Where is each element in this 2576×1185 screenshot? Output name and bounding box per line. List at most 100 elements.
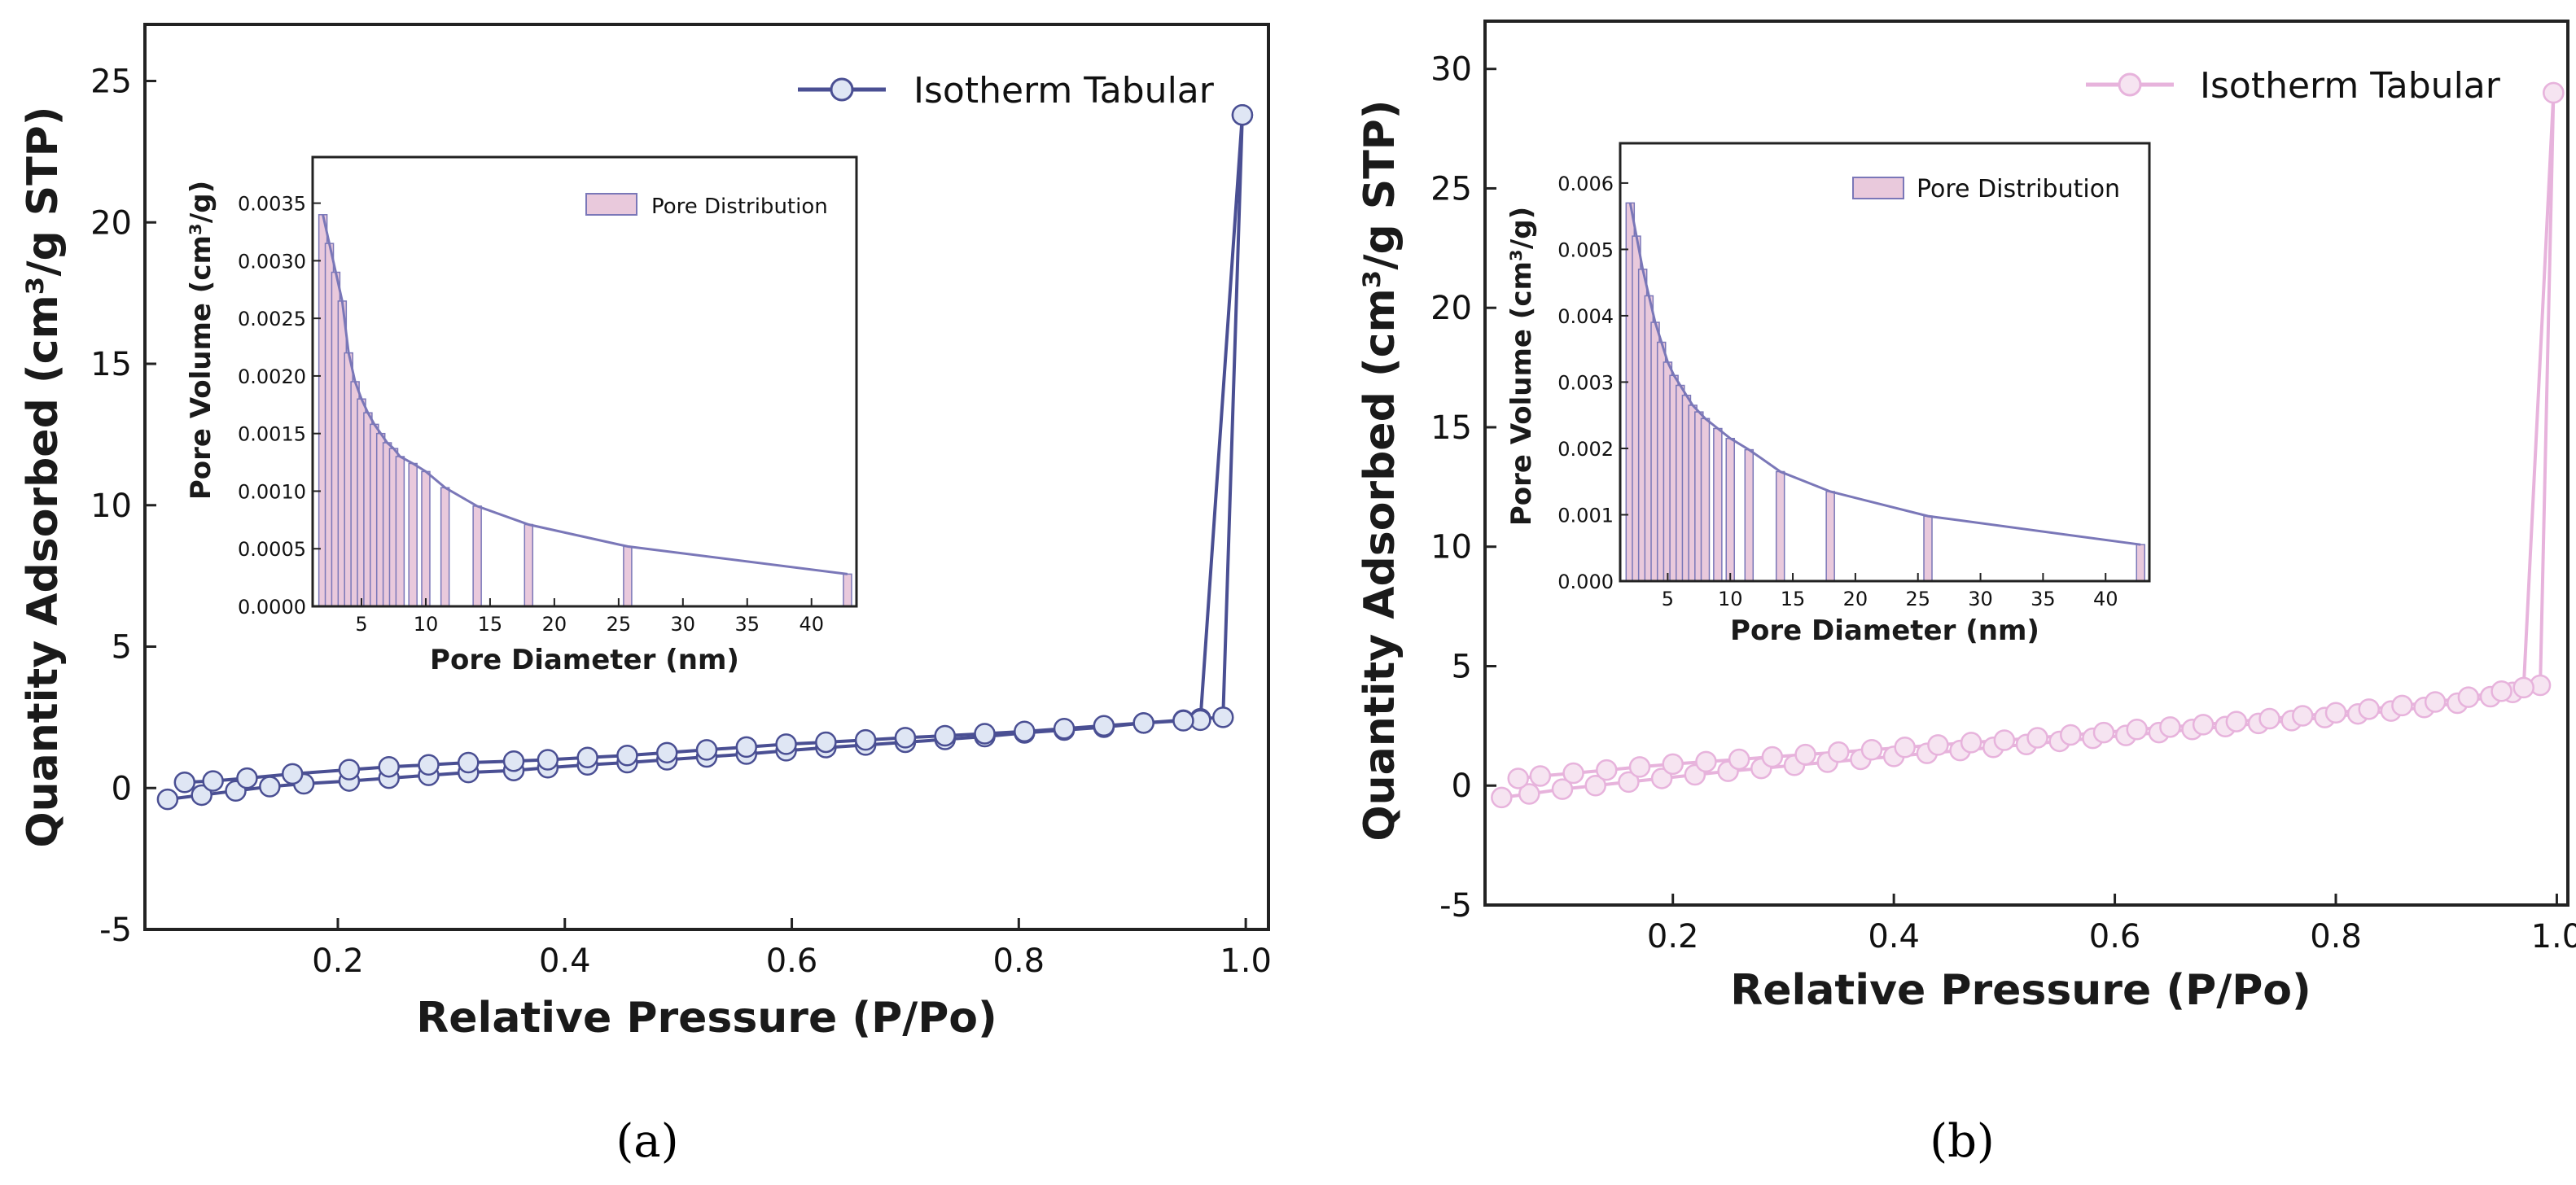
panel-b-y-ticks: -5 0 5 10 15 20 25 30 — [1430, 51, 1496, 925]
panel-a-desorption-point — [502, 750, 525, 772]
panel-a-inset: 0.0000 0.0005 0.0010 0.0015 0.0020 0.0025 0.00… — [185, 155, 858, 676]
panel-b-inset-x-tick-label: 15 — [1781, 588, 1806, 610]
panel-a-y-axis-title: Quantity Adsorbed (cm³/g STP) — [19, 106, 68, 847]
panel-a-inset-y-tick-label: 0.0000 — [238, 596, 306, 619]
panel-b-inset: 0.000 0.001 0.002 0.003 0.004 0.005 0.006 5 10 1… — [1505, 142, 2151, 647]
panel-a-inset-envelope-line — [322, 214, 848, 575]
panel-b-inset-bar — [1725, 437, 1735, 582]
panel-b-plot-frame — [1483, 20, 2569, 907]
panel-a-inset-bar — [524, 523, 534, 607]
panel-a-desorption-point — [815, 731, 837, 754]
panel-b-desorption-point — [1695, 750, 1717, 773]
panel-a-desorption-point — [236, 767, 258, 789]
panel-a-y-tick-label: 20 — [90, 204, 132, 242]
panel-a-desorption-point — [1231, 103, 1254, 126]
panel-a-inset-x-tick-label: 5 — [355, 613, 367, 636]
panel-b-inset-y-tick-label: 0.004 — [1557, 305, 1614, 328]
panel-b-adsorption-point — [1584, 774, 1606, 797]
panel-a-x-tick-label: 0.2 — [312, 942, 364, 980]
panel-a-legend-label: Isotherm Tabular — [913, 70, 1215, 112]
panel-b-inset-bar — [1713, 427, 1723, 582]
panel-a-desorption-point — [281, 763, 304, 785]
panel-b-desorption-point — [1960, 732, 1982, 754]
panel-a-desorption-point — [338, 759, 361, 781]
panel-b-legend: Isotherm Tabular — [2086, 65, 2501, 107]
panel-a-inset-bar — [421, 470, 431, 607]
panel-b-y-tick-label: 30 — [1430, 51, 1472, 89]
panel-b-desorption-point — [1662, 753, 1684, 776]
panel-a-inset-y-tick-label: 0.0035 — [238, 193, 306, 216]
panel-b-y-tick-label: 25 — [1430, 170, 1472, 208]
panel-b-inset-x-tick-label: 40 — [2093, 588, 2118, 610]
panel-b-inset-x-tick-label: 35 — [2031, 588, 2056, 610]
panel-b-inset-x-tick-label: 10 — [1718, 588, 1743, 610]
panel-a-x-tick-label: 0.6 — [766, 942, 818, 980]
panel-b-desorption-point — [1728, 748, 1750, 771]
panel-b-adsorption-point — [1518, 783, 1540, 805]
panel-a-inset-y-ticks: 0.0000 0.0005 0.0010 0.0015 0.0020 0.0025 0.00… — [238, 193, 321, 619]
panel-b-desorption-point — [1894, 737, 1916, 759]
panel-b-desorption-point — [2292, 705, 2314, 727]
panel-b-desorption-point — [1507, 767, 1529, 789]
panel-b-desorption-point — [2358, 698, 2380, 720]
panel-b-inset-y-tick-label: 0.006 — [1557, 173, 1614, 195]
panel-a-y-tick-label: 0 — [112, 770, 132, 807]
panel-a-inset-x-tick-label: 10 — [414, 613, 439, 636]
panel-b-x-tick-label: 0.6 — [2089, 918, 2141, 955]
panel-b-desorption-point — [2543, 81, 2565, 104]
panel-a-desorption-point — [1093, 715, 1115, 737]
panel-b-inset-x-ticks: 5 10 15 20 25 30 35 40 — [1662, 573, 2118, 610]
panel-b-desorption-point — [2491, 680, 2512, 702]
panel-b-desorption-point — [1828, 741, 1850, 763]
panel-a: -5 0 5 10 15 20 25 0.2 0.4 0.6 0.8 1.0 Isotherm Ta… — [19, 23, 1272, 1168]
panel-a-desorption-point — [1014, 720, 1036, 742]
panel-a-desorption-point — [894, 727, 917, 749]
panel-b-desorption-point — [1993, 729, 2016, 751]
panel-a-series — [156, 103, 1254, 811]
panel-b-inset-y-tick-label: 0.001 — [1557, 504, 1614, 527]
panel-b-x-tick-label: 0.2 — [1647, 918, 1699, 955]
panel-a-y-tick-label: -5 — [99, 912, 132, 949]
panel-b-desorption-point — [2512, 676, 2534, 699]
panel-a-y-tick-label: 15 — [90, 346, 132, 383]
panel-b-inset-bar — [1923, 515, 1933, 582]
panel-b-adsorption-point — [1650, 767, 1673, 789]
panel-b-x-tick-label: 0.8 — [2310, 918, 2362, 955]
panel-a-inset-frame — [311, 155, 858, 608]
panel-b-inset-envelope-line — [1628, 203, 2141, 546]
panel-a-desorption-point — [974, 723, 996, 745]
panel-a-inset-y-tick-label: 0.0020 — [238, 365, 306, 388]
panel-a-x-axis-title: Relative Pressure (P/Po) — [416, 994, 997, 1043]
panel-b-x-axis-title: Relative Pressure (P/Po) — [1730, 966, 2311, 1015]
panel-a-desorption-point — [1132, 712, 1154, 734]
panel-b-desorption-point — [2391, 694, 2413, 717]
panel-a-inset-y-tick-label: 0.0030 — [238, 250, 306, 273]
panel-b-y-tick-label: 10 — [1430, 529, 1472, 566]
panel-b-desorption-point — [2060, 724, 2082, 746]
panel-a-legend-marker — [830, 77, 854, 102]
panel-b-y-tick-label: 0 — [1452, 767, 1472, 805]
panel-a-x-tick-label: 1.0 — [1220, 942, 1272, 980]
panel-b-desorption-point — [2126, 719, 2148, 741]
panel-b-inset-bar — [1825, 491, 1835, 582]
panel-b-inset-bar — [1775, 470, 1785, 582]
panel-b-inset-x-tick-label: 30 — [1968, 588, 1993, 610]
panel-a-inset-bar — [623, 545, 633, 607]
panel-b-inset-y-ticks: 0.000 0.001 0.002 0.003 0.004 0.005 0.006 — [1557, 173, 1628, 593]
panel-a-inset-y-tick-label: 0.0025 — [238, 308, 306, 330]
panel-b-inset-y-tick-label: 0.005 — [1557, 238, 1614, 261]
panel-a-inset-bar — [395, 456, 405, 607]
panel-b-y-tick-label: 15 — [1430, 409, 1472, 447]
panel-a-adsorption-point — [156, 788, 179, 811]
panel-b-desorption-point — [1596, 759, 1618, 781]
panel-b-inset-bar — [1700, 418, 1711, 582]
panel-a-desorption-point — [854, 728, 877, 751]
panel-a-desorption-point — [695, 739, 718, 761]
panel-a-inset-y-tick-label: 0.0015 — [238, 423, 306, 446]
panel-b-desorption-point — [2424, 691, 2447, 713]
panel-a-inset-legend-label: Pore Distribution — [651, 195, 828, 219]
panel-a-inset-x-tick-label: 25 — [607, 613, 632, 636]
panel-a-inset-legend: Pore Distribution — [585, 193, 828, 219]
panel-a-plot-frame — [143, 23, 1270, 931]
